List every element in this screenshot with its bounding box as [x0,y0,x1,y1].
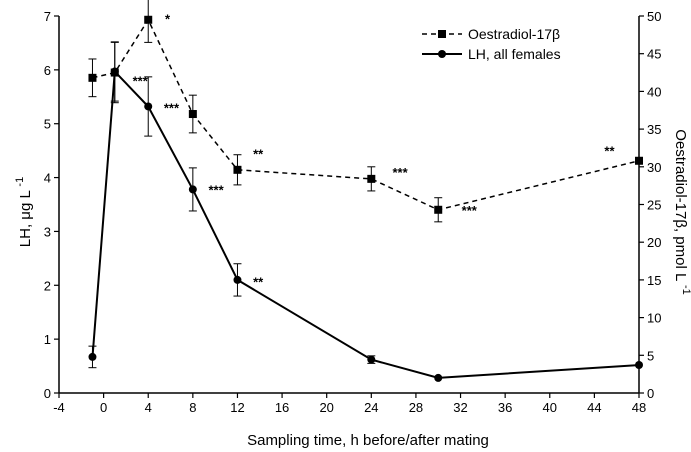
data-point-square [434,205,443,214]
legend-marker-oestradiol [438,30,446,38]
y-right-tick-label: 15 [647,273,661,288]
y-left-tick-label: 2 [44,278,51,293]
y-axis-left-title-sup: -1 [14,177,26,187]
x-tick-label: 16 [275,400,289,415]
significance-label: * [165,12,171,27]
y-left-tick-label: 5 [44,117,51,132]
x-tick-label: 8 [189,400,196,415]
x-tick-label: 0 [100,400,107,415]
y-axis-left-title: LH, μg L -1 [14,177,34,247]
series-lh-line [91,69,640,379]
y-right-tick-label: 0 [647,386,654,401]
data-point-square [144,15,153,24]
y-right-tick-label: 30 [647,160,661,175]
series-layer [88,0,643,382]
legend-label-lh: LH, all females [468,46,561,62]
x-tick-label: 20 [319,400,333,415]
x-tick-label: 28 [409,400,423,415]
data-point-square [188,110,197,119]
series-lh [88,41,643,382]
significance-label: *** [393,165,409,180]
y-left-tick-label: 6 [44,63,51,78]
y-right-tick-label: 5 [647,348,654,363]
data-point-circle [635,360,643,369]
legend-label-oestradiol: Oestradiol-17β [468,26,560,42]
y-axis-right-title: Oestradiol-17β, pmol L -1 [672,129,691,294]
significance-label: *** [164,101,180,116]
significance-label: ** [604,144,615,159]
y-right-tick-label: 10 [647,311,661,326]
y-left-tick-label: 0 [44,386,51,401]
annotations: ********************** [133,12,616,290]
data-point-circle [434,373,443,382]
x-tick-label: 32 [453,400,467,415]
y-right-tick-label: 40 [647,84,661,99]
y-axis-left-title-main: LH, μg L [17,191,34,248]
data-point-circle [233,275,242,284]
significance-label: *** [133,74,149,89]
y-right-tick-label: 50 [647,9,661,24]
data-point-square [367,174,376,183]
data-point-circle [144,102,153,111]
significance-label: ** [253,146,264,161]
y-right-tick-label: 35 [647,122,661,137]
x-tick-label: 40 [543,400,557,415]
y-right-tick-label: 20 [647,235,661,250]
legend-marker-lh [438,50,446,58]
data-point-circle [367,355,376,364]
y-right-tick-label: 45 [647,47,661,62]
legend: Oestradiol-17β LH, all females [422,26,561,62]
y-axis-right-title-sup: -1 [680,285,691,295]
data-point-square [233,165,242,174]
y-axis-right-title-main: Oestradiol-17β, pmol L [672,129,689,281]
y-left-tick-label: 3 [44,224,51,239]
data-point-circle [188,185,197,194]
x-tick-label: 44 [587,400,601,415]
x-tick-label: 24 [364,400,378,415]
axes: -4 0 4 8 12 16 20 24 28 32 36 40 44 48012345670510152… [44,9,662,415]
data-point-square [635,156,643,165]
x-tick-label: 36 [498,400,512,415]
y-right-tick-label: 25 [647,198,661,213]
significance-label: ** [253,275,264,290]
y-left-tick-label: 4 [44,171,51,186]
y-left-tick-label: 7 [44,9,51,24]
x-tick-label: -4 [53,400,65,415]
significance-label: *** [208,182,224,197]
y-left-tick-label: 1 [44,332,51,347]
series-oestradiol-line [92,18,640,211]
x-tick-label: 4 [145,400,152,415]
data-point-square [88,73,97,82]
x-axis-title: Sampling time, h before/after mating [247,432,489,449]
x-tick-label: 12 [230,400,244,415]
significance-label: *** [462,203,478,218]
data-point-circle [110,67,119,76]
data-point-circle [88,352,97,361]
x-tick-label: 48 [632,400,646,415]
